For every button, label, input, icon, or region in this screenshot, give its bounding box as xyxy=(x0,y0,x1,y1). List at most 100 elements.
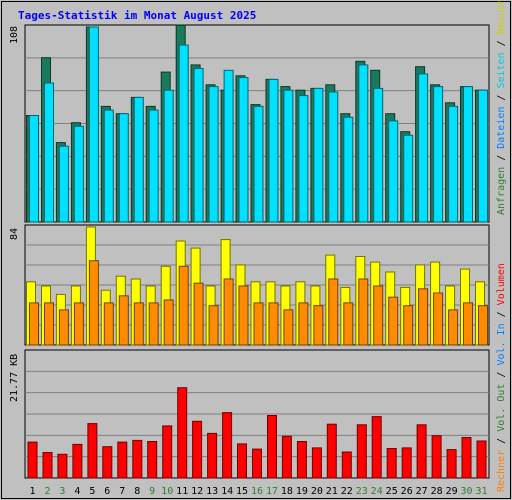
day-label-12: 12 xyxy=(191,486,203,497)
top-panel-bar-dateien-day-14 xyxy=(223,69,234,223)
top-panel-bar-dateien-day-7 xyxy=(118,113,129,223)
top-panel-bar-dateien-day-18 xyxy=(283,89,294,223)
middle-panel-bar-rechner-day-8 xyxy=(133,302,144,346)
right-legend-part-0: Rechner xyxy=(496,450,507,492)
bottom-panel-bar-volumen-day-3 xyxy=(57,453,68,479)
middle-panel-bar-rechner-day-31 xyxy=(478,305,488,346)
middle-panel-bar-rechner-day-15 xyxy=(238,285,249,346)
bottom-panel-bar-volumen-day-11 xyxy=(177,387,188,479)
bottom-panel-bar-volumen-day-1 xyxy=(27,441,38,479)
bottom-panel-bar-volumen-day-19 xyxy=(296,441,307,479)
bottom-panel-bar-volumen-day-17 xyxy=(267,415,277,479)
right-legend-top: Anfragen / Dateien / Seiten / Besuche xyxy=(496,0,507,215)
day-labels: 1 2 3 4 5 6 7 8 9 10 11 12 13 14 15 16 17 18 19 20 21 22 23 24 2… xyxy=(29,486,487,497)
day-label-13: 13 xyxy=(206,486,218,497)
day-label-30: 30 xyxy=(460,486,472,497)
day-label-31: 31 xyxy=(475,486,487,497)
middle-panel-bar-rechner-day-21 xyxy=(328,278,339,346)
middle-panel-bar-rechner-day-6 xyxy=(103,302,114,346)
middle-panel-bar-rechner-day-12 xyxy=(193,282,204,346)
bottom-panel-bar-volumen-day-14 xyxy=(222,412,233,479)
top-panel-bar-dateien-day-8 xyxy=(133,96,144,223)
middle-panel-bar-rechner-day-17 xyxy=(268,302,279,346)
right-legend-part-3: / xyxy=(496,89,507,107)
top-panel-bar-dateien-day-29 xyxy=(448,105,459,223)
right-legend-part-0: Anfragen xyxy=(496,167,507,215)
top-panel-bar-dateien-day-27 xyxy=(418,73,429,223)
bottom-panel-bar-volumen-day-4 xyxy=(72,443,83,479)
top-panel-bar-dateien-day-4 xyxy=(73,125,84,223)
top-panel-bar-dateien-day-23 xyxy=(358,64,369,223)
bottom-panel-bar-volumen-day-18 xyxy=(281,435,292,479)
bottom-panel-bar-volumen-day-8 xyxy=(132,439,143,479)
day-label-26: 26 xyxy=(401,486,413,497)
day-label-27: 27 xyxy=(416,486,428,497)
middle-panel-bar-rechner-day-13 xyxy=(208,305,219,346)
day-label-29: 29 xyxy=(446,486,458,497)
middle-panel-bar-rechner-day-11 xyxy=(178,265,189,346)
middle-panel-bar-rechner-day-30 xyxy=(463,302,473,346)
middle-panel-bar-rechner-day-22 xyxy=(343,302,354,346)
middle-panel-bar-rechner-day-2 xyxy=(44,302,54,346)
middle-panel-bar-rechner-day-23 xyxy=(358,278,369,346)
bottom-panel-bar-volumen-day-5 xyxy=(87,423,98,479)
day-label-24: 24 xyxy=(371,486,383,497)
bottom-panel-bar-volumen-day-26 xyxy=(401,447,412,479)
day-label-18: 18 xyxy=(281,486,293,497)
top-panel-bar-dateien-day-3 xyxy=(58,145,69,223)
top-panel-bar-dateien-day-13 xyxy=(208,86,219,223)
bottom-panel-bar-volumen-day-15 xyxy=(237,443,247,479)
day-label-16: 16 xyxy=(251,486,263,497)
top-panel-bar-dateien-day-26 xyxy=(403,134,414,223)
top-panel-bar-dateien-day-24 xyxy=(373,87,384,223)
middle-panel-bar-rechner-day-16 xyxy=(253,302,264,346)
day-label-14: 14 xyxy=(221,486,233,497)
panel-volume xyxy=(24,349,490,479)
day-label-19: 19 xyxy=(296,486,308,497)
top-panel-bar-dateien-day-10 xyxy=(163,89,174,223)
day-label-20: 20 xyxy=(311,486,323,497)
top-panel-bar-dateien-day-31 xyxy=(478,89,488,223)
middle-panel-bar-rechner-day-3 xyxy=(58,309,69,346)
day-label-15: 15 xyxy=(236,486,248,497)
day-label-7: 7 xyxy=(119,486,125,497)
top-panel-bar-dateien-day-19 xyxy=(298,95,309,223)
right-legend-part-6: Volumen xyxy=(496,263,507,305)
middle-panel-bar-rechner-day-20 xyxy=(313,305,324,346)
right-legend-part-6: Besuche xyxy=(496,0,507,34)
middle-panel-bar-rechner-day-25 xyxy=(388,296,399,346)
day-label-21: 21 xyxy=(326,486,338,497)
top-panel-bar-dateien-day-11 xyxy=(178,44,189,223)
bottom-panel-bar-volumen-day-31 xyxy=(476,440,487,479)
bottom-panel-bar-volumen-day-21 xyxy=(326,423,337,479)
middle-panel-bar-rechner-day-19 xyxy=(298,302,309,346)
bottom-panel-bar-volumen-day-7 xyxy=(117,441,128,479)
bottom-panel-bar-volumen-day-25 xyxy=(386,448,397,479)
top-panel-bar-dateien-day-21 xyxy=(328,91,339,223)
bottom-panel-bar-volumen-day-10 xyxy=(162,425,173,479)
middle-panel-bar-rechner-day-27 xyxy=(418,288,429,346)
right-legend-part-3: / xyxy=(496,366,507,384)
middle-panel-max-label: 84 xyxy=(9,228,20,240)
top-panel-bar-dateien-day-15 xyxy=(238,77,249,223)
day-label-5: 5 xyxy=(89,486,95,497)
right-legend-bottom: Rechner / Vol. Out / Vol. In / Volumen xyxy=(496,263,507,492)
top-panel-bar-dateien-day-9 xyxy=(148,109,159,223)
right-legend-part-4: Vol. In xyxy=(496,323,507,365)
bottom-panel-bar-volumen-day-27 xyxy=(416,424,427,479)
middle-panel-bar-rechner-day-24 xyxy=(373,285,384,346)
middle-panel-bar-rechner-day-18 xyxy=(283,309,294,346)
panel-hits-files xyxy=(24,24,490,223)
day-label-6: 6 xyxy=(104,486,110,497)
middle-panel-bar-rechner-day-28 xyxy=(433,292,444,346)
top-panel-bar-dateien-day-22 xyxy=(343,116,354,223)
right-legend-part-5: / xyxy=(496,34,507,52)
top-panel-bar-dateien-day-16 xyxy=(253,105,264,223)
day-label-23: 23 xyxy=(356,486,368,497)
right-legend-part-1: / xyxy=(496,149,507,167)
day-label-3: 3 xyxy=(59,486,65,497)
day-label-22: 22 xyxy=(341,486,353,497)
bottom-panel-bar-volumen-day-29 xyxy=(446,449,457,479)
middle-panel-bar-rechner-day-9 xyxy=(148,302,159,346)
